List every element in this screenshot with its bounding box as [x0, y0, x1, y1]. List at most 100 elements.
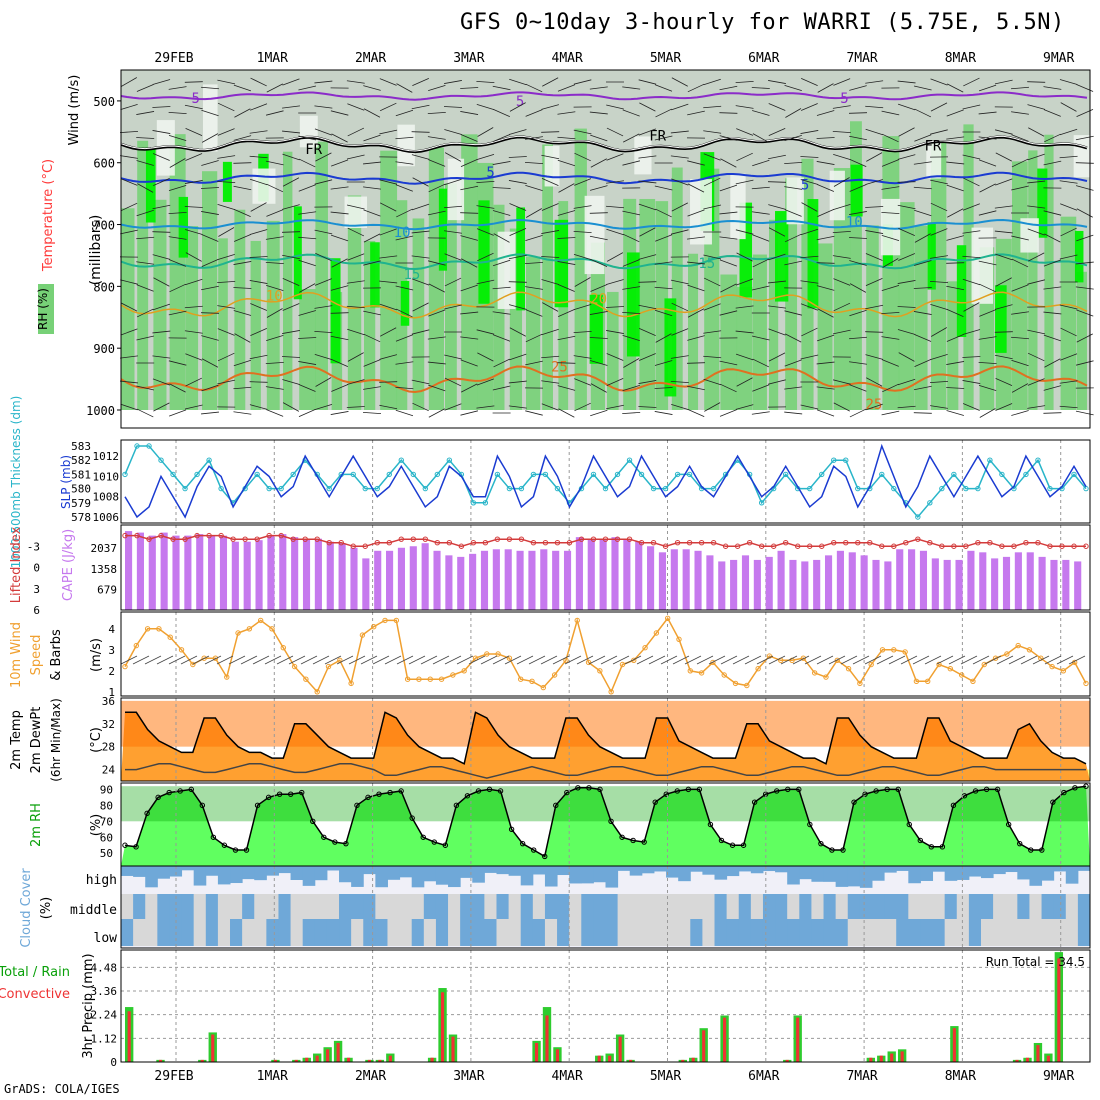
wind-barb: [201, 384, 219, 392]
low-cloud: [690, 919, 703, 946]
cape-bar: [706, 555, 714, 610]
wind-barb: [250, 77, 267, 87]
cape-bar: [587, 538, 595, 610]
wind-barb: [428, 183, 446, 193]
wind-barb: [444, 253, 462, 261]
wind-barb: [1027, 205, 1046, 209]
wind-barb-10m: [864, 655, 882, 665]
high-cloud: [217, 866, 231, 885]
rh-dry-patch: [1020, 218, 1039, 253]
wind-barb-10m: [300, 655, 318, 665]
wind-barb: [962, 278, 981, 286]
cloud-unit: (%): [39, 897, 54, 920]
contour-label: FR: [649, 129, 666, 145]
wind-barb: [314, 229, 333, 235]
high-cloud: [726, 866, 740, 877]
wind-barb: [298, 384, 316, 392]
cape-bar: [991, 558, 999, 610]
rh-core: [850, 164, 863, 217]
mid-cloud: [932, 894, 946, 919]
wind-barb: [492, 385, 511, 391]
rh-band: [315, 141, 328, 410]
wind-barb: [427, 361, 446, 365]
wind-barb: [185, 278, 203, 286]
low-cloud: [678, 919, 691, 946]
wind-barb: [865, 277, 883, 287]
wind-barb: [460, 235, 478, 241]
wind-barb: [882, 133, 899, 143]
date-label-top: 5MAR: [650, 51, 681, 66]
rh2m-axis-label: 2m RH: [29, 803, 44, 847]
rh-band: [234, 209, 246, 410]
wind-barb: [606, 228, 624, 236]
wind-barb: [444, 230, 462, 234]
wind-barb: [233, 162, 252, 164]
date-label-top: 8MAR: [945, 51, 976, 66]
wind-barb: [120, 328, 138, 336]
wind-barb: [574, 277, 591, 287]
wind-barb: [930, 202, 948, 212]
rh-band: [202, 171, 218, 410]
wind-barb: [946, 334, 964, 342]
wind-barb: [541, 203, 559, 211]
wind-barb: [233, 310, 252, 316]
rh2m-series-point: [917, 837, 924, 844]
wind-barb-10m: [624, 655, 642, 665]
wind-barb: [751, 411, 770, 415]
wind-barb: [590, 284, 608, 292]
rh2m-series-point: [818, 840, 824, 847]
mid-cloud: [121, 894, 134, 919]
wind-speed-series-point: [461, 668, 467, 674]
mid-cloud: [411, 894, 425, 919]
precip-conv-bar: [1057, 958, 1061, 1062]
panel-frame-slp: [120, 439, 1091, 524]
wind-barb-10m: [744, 655, 762, 665]
pressure-tick: 600: [93, 157, 115, 171]
mid-cloud: [750, 894, 764, 919]
wind-barb: [654, 387, 673, 389]
wind-barb: [590, 258, 608, 268]
cape-bar: [563, 550, 572, 610]
high-cloud: [266, 866, 279, 876]
wind-barb: [541, 154, 560, 160]
wind-barb: [719, 211, 738, 215]
low-cloud: [460, 919, 473, 946]
low-cloud: [314, 919, 328, 946]
wind-speed-series: [124, 616, 1087, 694]
wind-barb: [1060, 203, 1078, 211]
wind-barb: [493, 358, 510, 368]
cape-bar: [967, 550, 975, 610]
wind-barb-10m: [264, 655, 282, 665]
wind-barb: [573, 303, 592, 311]
wind-barb: [152, 378, 170, 386]
wind-barb: [249, 130, 268, 134]
wind-barb: [492, 311, 511, 315]
wind-barb: [671, 103, 689, 111]
date-label-top: 9MAR: [1043, 51, 1074, 66]
rh-band: [769, 219, 779, 410]
slp-tick: 1008: [93, 491, 120, 504]
thickness-series-point: [1023, 471, 1029, 478]
wind-barb: [411, 255, 430, 259]
wind-barb: [184, 404, 203, 410]
wind-barb: [233, 234, 251, 242]
cape-bar: [148, 535, 156, 610]
high-cloud: [157, 866, 170, 879]
wind-barb: [379, 102, 397, 112]
high-cloud: [484, 866, 497, 873]
wind-barb: [184, 206, 203, 208]
wind-barb: [655, 108, 672, 118]
wind-barb: [1011, 258, 1029, 268]
thickness-series-point: [290, 471, 296, 478]
wind-barb: [541, 328, 559, 336]
wind-barb: [735, 353, 754, 361]
pressure-tick: 1000: [86, 404, 115, 418]
wind-speed-series-point: [1083, 680, 1089, 687]
thickness-series-point: [987, 457, 993, 463]
wind-barb: [589, 86, 608, 90]
wind-barb: [1060, 227, 1077, 237]
wind-barb: [784, 134, 802, 142]
wind-barb: [670, 279, 689, 285]
wind-barb: [234, 108, 251, 118]
wind-barb: [217, 79, 236, 85]
